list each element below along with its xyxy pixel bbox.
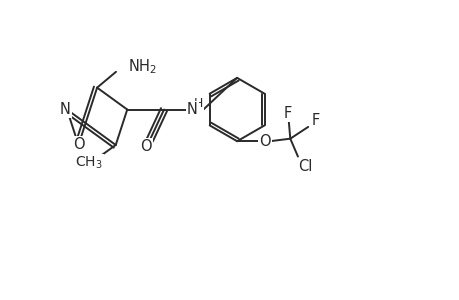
Text: N: N bbox=[60, 102, 71, 117]
Text: N: N bbox=[186, 102, 197, 117]
Text: Cl: Cl bbox=[298, 159, 312, 174]
Text: F: F bbox=[311, 113, 319, 128]
Text: O: O bbox=[73, 137, 84, 152]
Text: H: H bbox=[194, 97, 203, 110]
Text: NH$_2$: NH$_2$ bbox=[128, 57, 157, 76]
Text: CH$_3$: CH$_3$ bbox=[75, 155, 102, 171]
Text: F: F bbox=[283, 106, 291, 121]
Text: O: O bbox=[258, 134, 270, 149]
Text: O: O bbox=[140, 139, 151, 154]
